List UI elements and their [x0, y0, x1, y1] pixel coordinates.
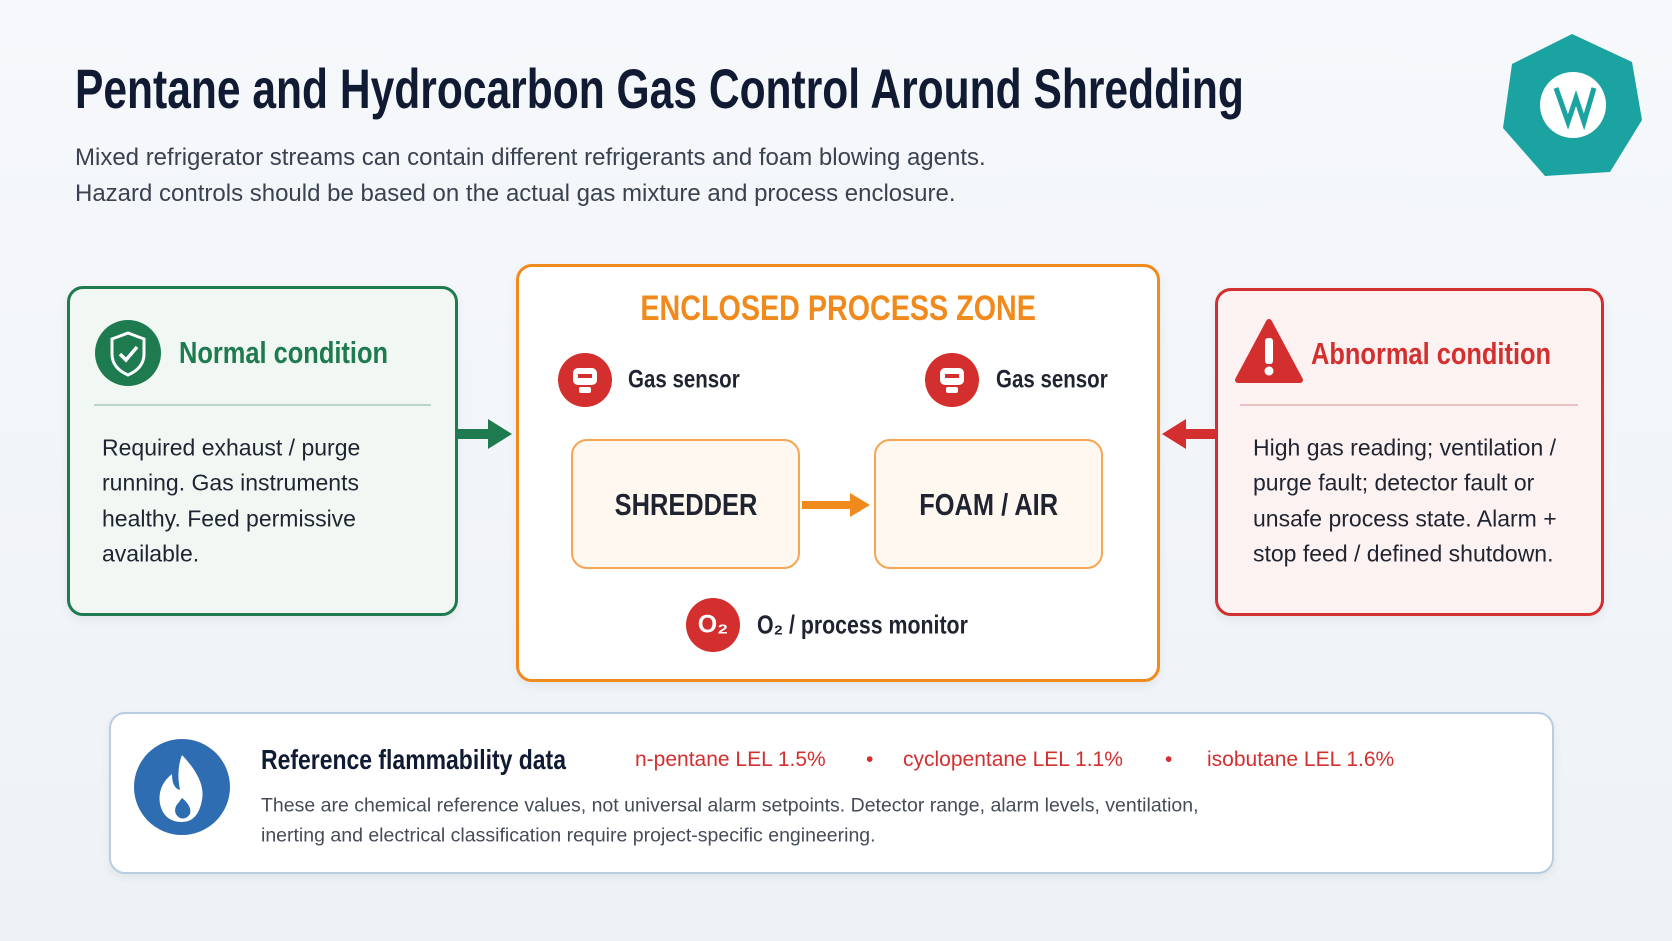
abnormal-text: purge fault; detector fault or	[1253, 469, 1535, 496]
bullet: •	[866, 748, 874, 771]
abnormal-title: Abnormal condition	[1311, 336, 1552, 371]
page-title: Pentane and Hydrocarbon Gas Control Arou…	[75, 57, 1244, 120]
reference-item: isobutane LEL 1.6%	[1207, 748, 1395, 771]
sensor-icon	[558, 353, 612, 407]
reference-note: These are chemical reference values, not…	[261, 794, 1199, 817]
zone-title-wrap: ENCLOSED PROCESS ZONE	[516, 289, 1160, 329]
reference-item: cyclopentane LEL 1.1%	[903, 748, 1123, 771]
sensor-label-wrap: Gas sensor	[628, 366, 764, 395]
reference-item: n-pentane LEL 1.5%	[635, 748, 826, 771]
sensor-icon	[925, 353, 979, 407]
abnormal-text: High gas reading; ventilation /	[1253, 434, 1557, 461]
subtitle: Mixed refrigerator streams can contain d…	[75, 144, 986, 171]
monitor-label-wrap: O₂ / process monitor	[757, 610, 1014, 641]
abnormal-title-wrap: Abnormal condition	[1311, 336, 1604, 372]
sensor-label-wrap: Gas sensor	[996, 366, 1132, 395]
shield-icon	[95, 320, 161, 386]
normal-title: Normal condition	[179, 335, 389, 370]
normal-text: Required exhaust / purge	[102, 434, 361, 461]
subtitle: Hazard controls should be based on the a…	[75, 180, 956, 207]
stage-label-wrap: SHREDDER	[571, 487, 800, 523]
logo	[1503, 34, 1642, 176]
red-arrow	[1162, 419, 1215, 449]
stage-box	[874, 439, 1103, 569]
title-wrap: Pentane and Hydrocarbon Gas Control Arou…	[75, 56, 1613, 121]
stage-box	[571, 439, 800, 569]
stage-label: SHREDDER	[614, 487, 757, 522]
bullet: •	[1165, 748, 1173, 771]
monitor-icon-text: O₂	[697, 610, 729, 639]
normal-text: healthy. Feed permissive	[102, 505, 356, 532]
green-arrow	[458, 419, 512, 449]
normal-text: available.	[102, 540, 200, 567]
abnormal-text: unsafe process state. Alarm +	[1253, 505, 1557, 532]
abnormal-text: stop feed / defined shutdown.	[1253, 540, 1554, 567]
reference-title-wrap: Reference flammability data	[261, 744, 633, 776]
monitor-label: O₂ / process monitor	[757, 609, 968, 640]
stage-label-wrap: FOAM / AIR	[874, 487, 1103, 523]
reference-panel	[109, 712, 1554, 874]
monitor-icon	[686, 598, 740, 652]
flow-arrow	[802, 493, 870, 517]
normal-text: running. Gas instruments	[102, 469, 359, 496]
normal-title-wrap: Normal condition	[179, 335, 434, 371]
zone-title: ENCLOSED PROCESS ZONE	[640, 289, 1036, 328]
stage-label: FOAM / AIR	[919, 487, 1058, 522]
warning-icon	[1235, 319, 1303, 383]
sensor-label: Gas sensor	[628, 365, 740, 394]
sensor-label: Gas sensor	[996, 365, 1108, 394]
flame-icon	[134, 739, 230, 835]
reference-note: inerting and electrical classification r…	[261, 824, 876, 847]
reference-title: Reference flammability data	[261, 744, 566, 775]
